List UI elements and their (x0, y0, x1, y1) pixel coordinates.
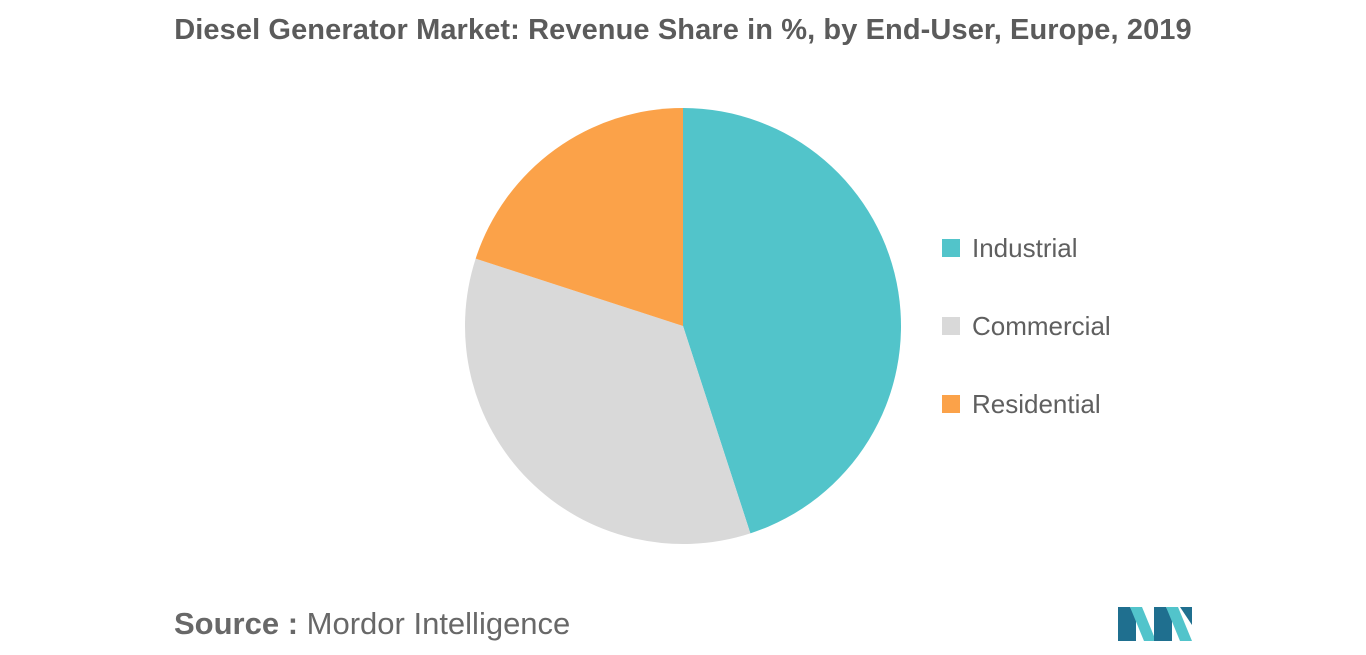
legend-item-residential: Residential (942, 384, 1111, 424)
pie-slices (464, 108, 902, 545)
source-label: Source : (174, 606, 299, 641)
legend-swatch-commercial (942, 317, 960, 335)
legend-item-industrial: Industrial (942, 228, 1111, 268)
legend-label-commercial: Commercial (972, 310, 1111, 341)
legend-swatch-industrial (942, 239, 960, 257)
mordor-intelligence-logo-icon (1118, 607, 1192, 641)
legend: Industrial Commercial Residential (942, 228, 1111, 462)
legend-item-commercial: Commercial (942, 306, 1111, 346)
chart-title: Diesel Generator Market: Revenue Share i… (174, 14, 1192, 46)
source-note: Source : Mordor Intelligence (174, 606, 570, 642)
pie-slice-commercial (464, 258, 751, 545)
legend-label-residential: Residential (972, 388, 1101, 419)
legend-label-industrial: Industrial (972, 232, 1078, 263)
legend-swatch-residential (942, 395, 960, 413)
pie-slice-residential (475, 108, 683, 326)
source-value: Mordor Intelligence (306, 606, 571, 641)
pie-slice-industrial (683, 108, 902, 534)
